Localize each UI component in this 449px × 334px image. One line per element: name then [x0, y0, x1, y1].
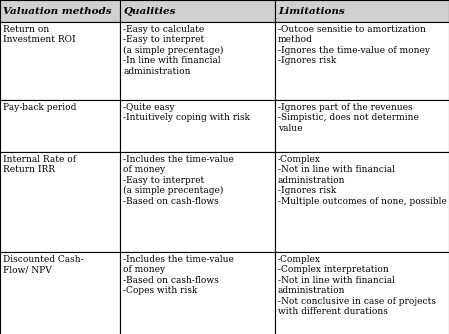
Bar [275, 252, 449, 334]
Text: Valuation methods: Valuation methods [3, 6, 112, 15]
Bar [0, 100, 120, 152]
Text: -Easy to calculate
-Easy to interpret
(a simple precentage)
-In line with financ: -Easy to calculate -Easy to interpret (a… [123, 25, 223, 76]
Text: -Quite easy
-Intuitively coping with risk: -Quite easy -Intuitively coping with ris… [123, 103, 250, 122]
Text: -Complex
-Not in line with financial
administration
-Ignores risk
-Multiple outc: -Complex -Not in line with financial adm… [278, 155, 447, 206]
Bar [275, 152, 449, 252]
Text: Limitations: Limitations [278, 6, 345, 15]
Bar [120, 252, 275, 334]
Bar [120, 0, 275, 22]
Bar [0, 22, 120, 100]
Text: -Includes the time-value
of money
-Easy to interpret
(a simple precentage)
-Base: -Includes the time-value of money -Easy … [123, 155, 234, 206]
Text: -Ignores part of the revenues
-Simpistic, does not determine
value: -Ignores part of the revenues -Simpistic… [278, 103, 419, 133]
Bar [275, 100, 449, 152]
Bar [275, 0, 449, 22]
Text: Internal Rate of
Return IRR: Internal Rate of Return IRR [3, 155, 76, 174]
Text: -Includes the time-value
of money
-Based on cash-flows
-Copes with risk: -Includes the time-value of money -Based… [123, 255, 234, 295]
Text: Discounted Cash-
Flow/ NPV: Discounted Cash- Flow/ NPV [3, 255, 84, 275]
Bar [120, 22, 275, 100]
Bar [120, 100, 275, 152]
Text: -Complex
-Complex interpretation
-Not in line with financial
administration
-Not: -Complex -Complex interpretation -Not in… [278, 255, 436, 316]
Bar [0, 252, 120, 334]
Bar [0, 0, 120, 22]
Bar [275, 22, 449, 100]
Text: Return on
Investment ROI: Return on Investment ROI [3, 25, 75, 44]
Bar [0, 152, 120, 252]
Text: -Outcoe sensitie to amortization
method
-Ignores the time-value of money
-Ignore: -Outcoe sensitie to amortization method … [278, 25, 430, 65]
Bar [120, 152, 275, 252]
Text: Pay-back period: Pay-back period [3, 103, 76, 112]
Text: Qualities: Qualities [123, 6, 176, 15]
